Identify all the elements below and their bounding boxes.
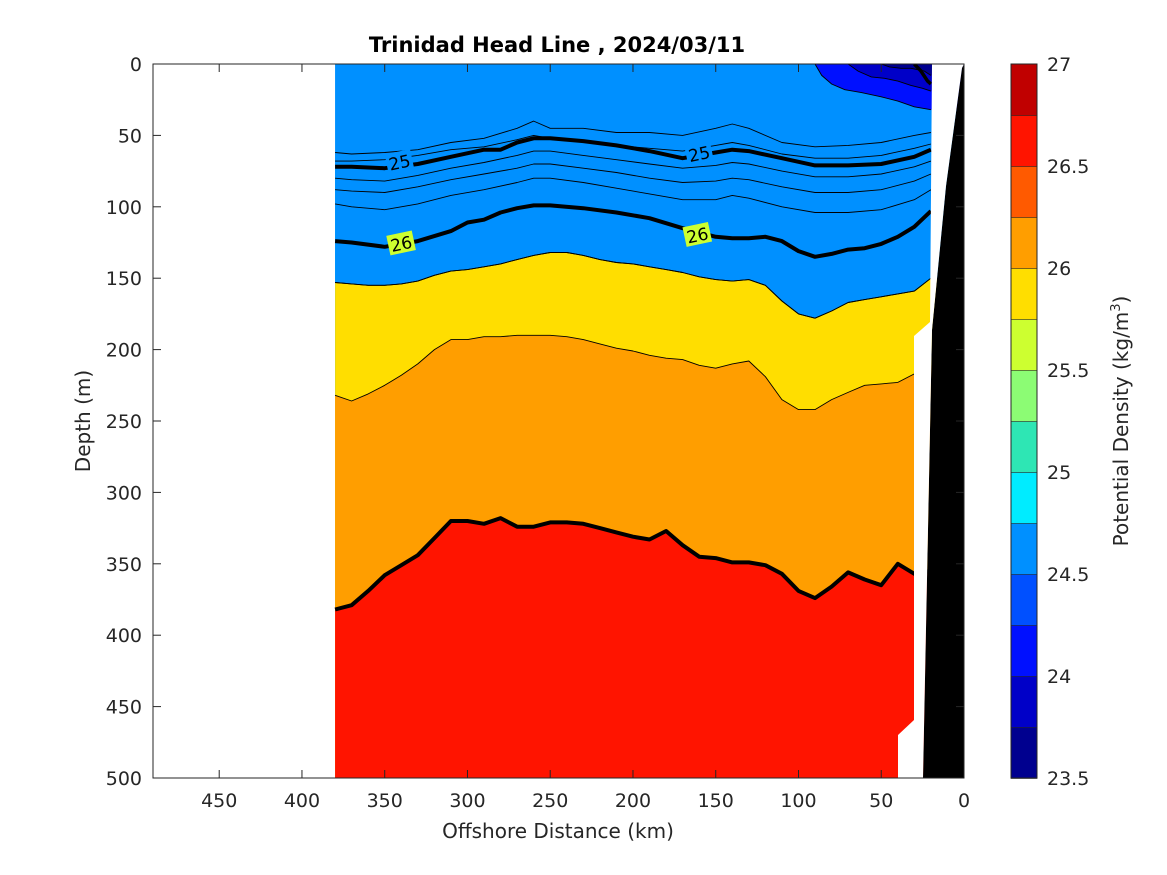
x-axis: 450 400 350 300 250 200 150 100 50 0: [201, 64, 970, 812]
colorbar-ticks: 23.5 24 24.5 25 25.5 26 26.5 27: [1047, 54, 1089, 790]
contour-label-text: 25: [387, 151, 412, 175]
colorbar-band: [1010, 675, 1038, 728]
contour-line-24.5: [335, 120, 931, 155]
plot-area: 25 25 26 26: [152, 63, 965, 779]
colorbar-band: [1010, 216, 1038, 269]
y-tick-label: 250: [106, 411, 142, 433]
contour-line-26.25: [335, 252, 932, 319]
x-tick-label: 50: [869, 790, 893, 812]
colorbar-band: [1010, 63, 1038, 116]
contour-label: 25: [384, 149, 415, 176]
colorbar-tick-label: 26.5: [1047, 156, 1089, 178]
colorbar-frame: [1010, 63, 1038, 779]
contour-label-bg: [684, 140, 714, 166]
y-axis: 0 50 100 150 200 250 300 350 400 450 500: [106, 54, 964, 790]
x-tick-label: 300: [449, 790, 485, 812]
colorbar-tick-label: 26: [1047, 258, 1071, 280]
x-axis-label: Offshore Distance (km): [442, 819, 674, 843]
colorbar-tick-label: 23.5: [1047, 768, 1089, 790]
contour-label: 26: [682, 221, 713, 248]
bathymetry-land: [923, 64, 964, 778]
y-tick-label: 200: [106, 340, 142, 362]
colorbar: 23.5 24 24.5 25 25.5 26 26.5 27 Potential Densi…: [1010, 54, 1133, 790]
contour-label: 26: [386, 230, 416, 257]
colorbar-band: [1010, 726, 1038, 779]
y-tick-label: 450: [106, 697, 142, 719]
surface-contour-24.25: [814, 64, 931, 111]
contour-label-text: 25: [687, 143, 712, 167]
y-tick-label: 500: [106, 768, 142, 790]
contour-line-25.5: [335, 163, 932, 193]
y-axis-label: Depth (m): [71, 370, 95, 472]
contour-line-25: [335, 136, 932, 171]
y-tick-label: 0: [130, 54, 142, 76]
x-tick-label: 200: [615, 790, 651, 812]
contour-line-25.75: [335, 177, 932, 213]
surface-contour-23.75: [881, 64, 932, 76]
colorbar-band: [1010, 369, 1038, 422]
y-tick-label: 100: [106, 197, 142, 219]
x-tick-label: 350: [367, 790, 403, 812]
contour-lines: [334, 64, 933, 612]
contour-line-25.25: [335, 150, 932, 182]
contour-label-bg: [384, 149, 415, 175]
y-tick-label: 400: [106, 625, 142, 647]
contour-line-26.5: [334, 334, 932, 411]
x-tick-label: 400: [284, 790, 320, 812]
density-band-27: [335, 518, 964, 778]
colorbar-band: [1010, 420, 1038, 473]
chart-title: Trinidad Head Line , 2024/03/11: [369, 33, 745, 57]
land-mask: [898, 64, 964, 778]
colorbar-band: [1010, 522, 1038, 575]
y-tick-label: 50: [118, 125, 142, 147]
x-tick-label: 150: [698, 790, 734, 812]
colorbar-band: [1010, 267, 1038, 320]
colorbar-band: [1010, 471, 1038, 524]
x-tick-label: 250: [532, 790, 568, 812]
colorbar-tick-label: 27: [1047, 54, 1071, 76]
surface-contour-24.5: [913, 64, 933, 86]
x-tick-label: 0: [958, 790, 970, 812]
colorbar-band: [1010, 318, 1038, 371]
colorbar-tick-label: 24.5: [1047, 564, 1089, 586]
x-tick-label: 100: [780, 790, 816, 812]
colorbar-label-suffix: ): [1109, 296, 1133, 304]
density-fills: [335, 64, 964, 778]
contour-line-27: [334, 516, 932, 612]
contour-line-26: [334, 203, 933, 259]
contour-label-text: 26: [389, 233, 414, 257]
colorbar-tick-label: 25.5: [1047, 360, 1089, 382]
contour-label-text: 26: [685, 224, 710, 248]
colorbar-band: [1010, 573, 1038, 626]
colorbar-band: [1010, 165, 1038, 218]
contour-label-bg: [386, 230, 416, 256]
bathymetry-white-gap: [898, 64, 964, 778]
y-tick-label: 300: [106, 482, 142, 504]
y-tick-label: 350: [106, 554, 142, 576]
colorbar-bands: [1010, 63, 1038, 779]
colorbar-label-text: Potential Density (kg/m: [1109, 312, 1133, 547]
colorbar-band: [1010, 114, 1038, 167]
colorbar-tick-label: 24: [1047, 666, 1071, 688]
colorbar-band: [1010, 624, 1038, 677]
colorbar-label: Potential Density (kg/m3): [1109, 296, 1133, 547]
colorbar-tick-label: 25: [1047, 462, 1071, 484]
surface-contour-24: [847, 64, 932, 92]
colorbar-label-superscript: 3: [1109, 303, 1124, 311]
x-tick-label: 450: [201, 790, 237, 812]
contour-label-bg: [682, 221, 713, 247]
contour-labels: 25 25 26 26: [384, 140, 714, 257]
y-tick-label: 150: [106, 268, 142, 290]
contour-label: 25: [684, 140, 714, 167]
